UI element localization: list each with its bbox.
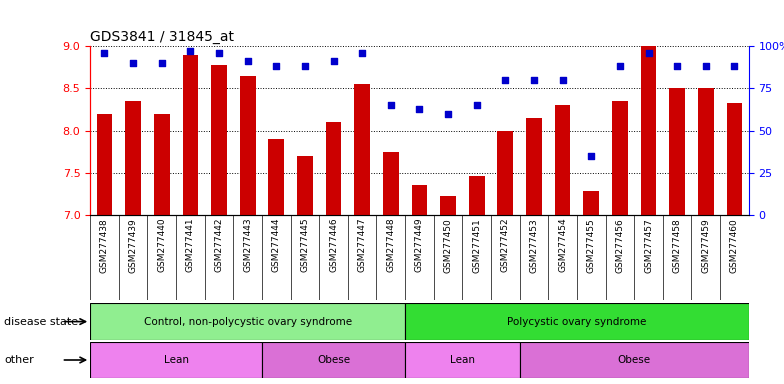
- Point: [98, 50, 111, 56]
- Point: [442, 111, 455, 117]
- Point: [184, 48, 197, 54]
- Bar: [727, 103, 742, 215]
- Point: [127, 60, 140, 66]
- Text: Lean: Lean: [450, 355, 475, 365]
- Bar: [526, 118, 542, 215]
- Point: [356, 50, 368, 56]
- Bar: [268, 139, 284, 215]
- Bar: [555, 105, 571, 215]
- Point: [470, 102, 483, 108]
- Bar: [498, 131, 514, 215]
- Point: [212, 50, 225, 56]
- Point: [384, 102, 397, 108]
- Bar: [262, 342, 405, 378]
- Point: [155, 60, 168, 66]
- Bar: [670, 88, 685, 215]
- Point: [413, 106, 426, 112]
- Point: [299, 63, 311, 70]
- Point: [241, 58, 254, 65]
- Bar: [440, 197, 456, 215]
- Bar: [520, 342, 749, 378]
- Point: [327, 58, 339, 65]
- Bar: [412, 185, 427, 215]
- Text: other: other: [4, 355, 34, 365]
- Bar: [125, 101, 141, 215]
- Point: [614, 63, 626, 70]
- Bar: [96, 114, 112, 215]
- Bar: [240, 76, 256, 215]
- Text: disease state: disease state: [4, 316, 78, 327]
- Bar: [354, 84, 370, 215]
- Text: GDS3841 / 31845_at: GDS3841 / 31845_at: [90, 30, 234, 44]
- Text: Polycystic ovary syndrome: Polycystic ovary syndrome: [507, 316, 647, 327]
- Point: [699, 63, 712, 70]
- Point: [528, 77, 540, 83]
- Point: [585, 153, 597, 159]
- Text: Control, non-polycystic ovary syndrome: Control, non-polycystic ovary syndrome: [143, 316, 352, 327]
- Bar: [325, 122, 341, 215]
- Bar: [211, 65, 227, 215]
- Bar: [405, 342, 520, 378]
- Bar: [90, 303, 405, 340]
- Bar: [297, 156, 313, 215]
- Text: Obese: Obese: [618, 355, 651, 365]
- Bar: [90, 342, 262, 378]
- Point: [642, 50, 655, 56]
- Point: [499, 77, 512, 83]
- Point: [671, 63, 684, 70]
- Point: [557, 77, 569, 83]
- Bar: [405, 303, 749, 340]
- Bar: [154, 114, 169, 215]
- Point: [728, 63, 741, 70]
- Bar: [612, 101, 628, 215]
- Point: [270, 63, 282, 70]
- Bar: [383, 152, 399, 215]
- Bar: [641, 46, 656, 215]
- Bar: [469, 176, 485, 215]
- Bar: [583, 191, 599, 215]
- Bar: [698, 88, 713, 215]
- Text: Obese: Obese: [317, 355, 350, 365]
- Bar: [183, 55, 198, 215]
- Text: Lean: Lean: [164, 355, 189, 365]
